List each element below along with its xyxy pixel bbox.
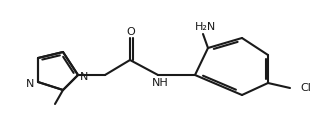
Text: Cl: Cl (300, 83, 311, 93)
Text: O: O (127, 27, 135, 37)
Text: NH: NH (152, 78, 168, 88)
Text: H₂N: H₂N (194, 22, 216, 32)
Text: N: N (26, 79, 34, 89)
Text: N: N (80, 72, 88, 82)
